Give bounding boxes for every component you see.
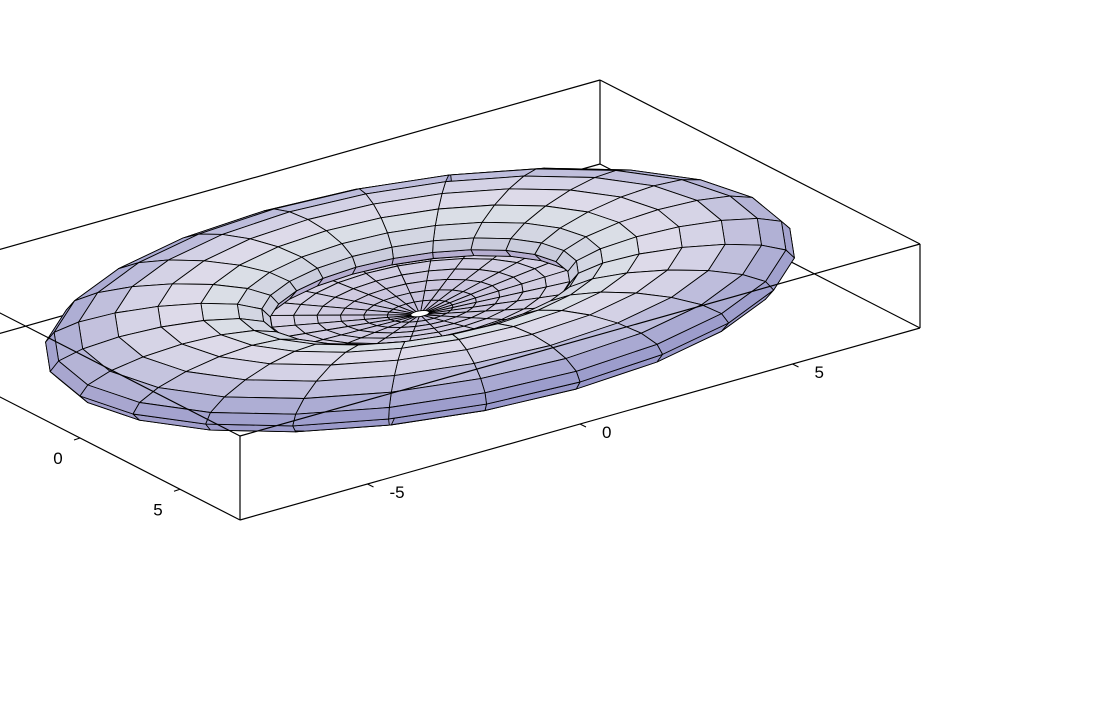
torus-surface <box>45 167 795 433</box>
y-tick-label: 5 <box>815 363 824 382</box>
x-tick-label: 0 <box>53 449 62 468</box>
mesh-face <box>720 217 762 246</box>
x-tick-mark <box>73 437 81 441</box>
x-tick-mark <box>173 488 181 492</box>
mesh-face <box>200 302 241 321</box>
axis-ticks: -505-50510.50-0.5-1 <box>53 363 824 519</box>
mesh-face <box>209 396 305 415</box>
box-edge <box>0 312 241 437</box>
box-edge <box>0 79 601 251</box>
x-tick-label: 5 <box>153 500 162 519</box>
box-edge <box>239 243 921 437</box>
box-edge <box>599 79 921 245</box>
mesh-face <box>432 237 475 253</box>
y-tick-label: -5 <box>390 483 405 502</box>
mesh-face <box>132 402 211 425</box>
y-tick-mark <box>792 363 799 368</box>
y-tick-label: 0 <box>602 423 611 442</box>
y-tick-mark <box>367 483 374 488</box>
mesh-face <box>470 237 512 251</box>
y-tick-mark <box>579 423 587 428</box>
